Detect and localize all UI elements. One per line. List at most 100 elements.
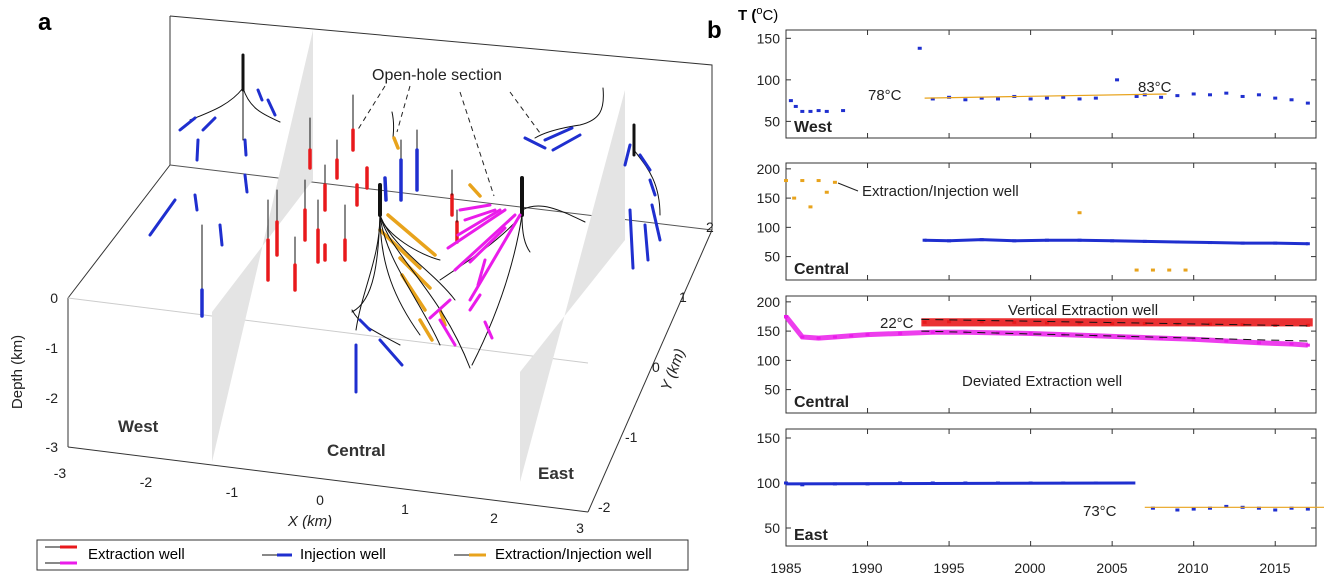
central-splay-injection bbox=[354, 318, 404, 394]
data-point bbox=[1115, 78, 1120, 82]
injection-segment bbox=[551, 133, 582, 152]
injection-segment bbox=[643, 223, 650, 262]
injection-segment bbox=[148, 198, 177, 237]
deviated-segment bbox=[438, 318, 457, 347]
subplot-frame bbox=[785, 428, 1317, 547]
well-trajectory bbox=[189, 87, 244, 121]
subplot-4: 150 100 50 East 73°C bbox=[757, 428, 1324, 547]
west-injection-cluster bbox=[148, 53, 281, 247]
x-tick: 2005 bbox=[1096, 560, 1127, 576]
central-splay bbox=[351, 183, 471, 369]
data-point bbox=[917, 46, 922, 50]
well-trajectory bbox=[521, 205, 586, 223]
deviated-segment bbox=[453, 213, 517, 272]
y-tick-label: 200 bbox=[757, 294, 781, 310]
well-trajectory bbox=[379, 214, 421, 336]
subplot-region-label: Central bbox=[794, 394, 849, 411]
data-point bbox=[1191, 507, 1196, 511]
data-point bbox=[1191, 92, 1196, 96]
subplot-frame bbox=[785, 162, 1317, 281]
well-trajectory bbox=[242, 87, 281, 123]
data-point bbox=[1208, 506, 1212, 510]
legend-box bbox=[36, 539, 689, 571]
injection-segment bbox=[638, 153, 652, 172]
region-central: Central bbox=[327, 441, 386, 460]
x-tick: -3 bbox=[54, 465, 67, 481]
data-point bbox=[979, 96, 984, 100]
back-right-cluster bbox=[523, 87, 604, 152]
x-tick: 1985 bbox=[770, 560, 801, 576]
open-hole bbox=[391, 111, 395, 139]
well-trajectory bbox=[633, 149, 661, 216]
injection-segment bbox=[201, 116, 217, 132]
injection-segment bbox=[266, 98, 277, 117]
data-point bbox=[1175, 508, 1180, 512]
subplot-frame bbox=[785, 29, 1317, 139]
injection-segment bbox=[243, 173, 249, 194]
data-point bbox=[1305, 101, 1310, 105]
data-point bbox=[800, 179, 805, 183]
y-tick: -1 bbox=[625, 429, 638, 445]
data-series bbox=[924, 93, 1167, 99]
data-point bbox=[824, 190, 829, 194]
x-tick: 3 bbox=[576, 520, 584, 536]
data-point bbox=[816, 109, 821, 113]
data-point bbox=[1150, 268, 1155, 272]
annotation-arrow bbox=[837, 182, 859, 192]
x-tick: 2010 bbox=[1177, 560, 1208, 576]
y-tick-label: 150 bbox=[757, 190, 781, 206]
y-tick-label: 100 bbox=[757, 352, 781, 368]
region-east: East bbox=[538, 464, 574, 483]
data-point bbox=[1044, 96, 1049, 100]
y-tick-label: 150 bbox=[757, 30, 781, 46]
well-trajectory bbox=[471, 214, 523, 366]
subplot-3: 200 150 100 50 Central 22°C Vertical Extractio… bbox=[757, 294, 1317, 414]
vertical-extraction-wells bbox=[201, 94, 459, 292]
reference-line bbox=[924, 93, 1167, 99]
deviated-segment bbox=[456, 208, 502, 237]
vertical-injection-wells bbox=[200, 129, 419, 318]
subplot-annotation: 73°C bbox=[1083, 503, 1117, 520]
z-tick: -3 bbox=[46, 439, 59, 455]
data-point bbox=[1273, 508, 1278, 512]
data-point bbox=[800, 109, 805, 113]
panel-b: b T (oC) 150 100 50 West 78°C 83°C 200 150 100 50… bbox=[707, 5, 1324, 576]
data-point bbox=[1175, 94, 1180, 98]
data-point bbox=[816, 179, 821, 183]
data-point bbox=[793, 104, 798, 108]
panel-a-letter: a bbox=[38, 9, 52, 36]
data-point bbox=[1273, 96, 1278, 100]
x-tick: 2 bbox=[490, 510, 498, 526]
deviated-segment bbox=[483, 320, 494, 340]
data-point bbox=[1159, 95, 1164, 99]
y-tick-label: 100 bbox=[757, 72, 781, 88]
injection-segment bbox=[195, 138, 200, 162]
y-tick: 0 bbox=[652, 359, 660, 375]
subplot-annotation: 83°C bbox=[1138, 79, 1172, 96]
subplot-annotation: Deviated Extraction well bbox=[962, 373, 1122, 390]
injection-segment bbox=[358, 318, 372, 332]
y-axis: 2 1 0 -1 -2 Y (km) bbox=[598, 219, 714, 515]
data-point bbox=[1208, 93, 1212, 97]
well-trajectory bbox=[379, 214, 456, 301]
well-trajectory bbox=[351, 214, 381, 313]
data-point bbox=[1240, 94, 1245, 98]
injection-segment bbox=[628, 208, 635, 270]
ext-inj-segment bbox=[378, 228, 422, 270]
legend-a: Extraction well Injection well Extractio… bbox=[36, 539, 689, 571]
y-tick: 2 bbox=[706, 219, 714, 235]
trend-line bbox=[921, 318, 1308, 327]
deviated-segment bbox=[428, 298, 452, 320]
well-trajectory bbox=[355, 214, 381, 331]
deviated-segment bbox=[446, 208, 507, 250]
injection-segment bbox=[256, 88, 264, 102]
z-axis-title: Depth (km) bbox=[9, 335, 26, 409]
data-point bbox=[1183, 268, 1188, 272]
region-west: West bbox=[118, 417, 159, 436]
x-axis-title: X (km) bbox=[287, 513, 332, 530]
data-point bbox=[930, 97, 935, 101]
well-trajectory bbox=[379, 214, 441, 346]
y-tick-label: 50 bbox=[764, 113, 780, 129]
y-tick: 1 bbox=[679, 289, 687, 305]
